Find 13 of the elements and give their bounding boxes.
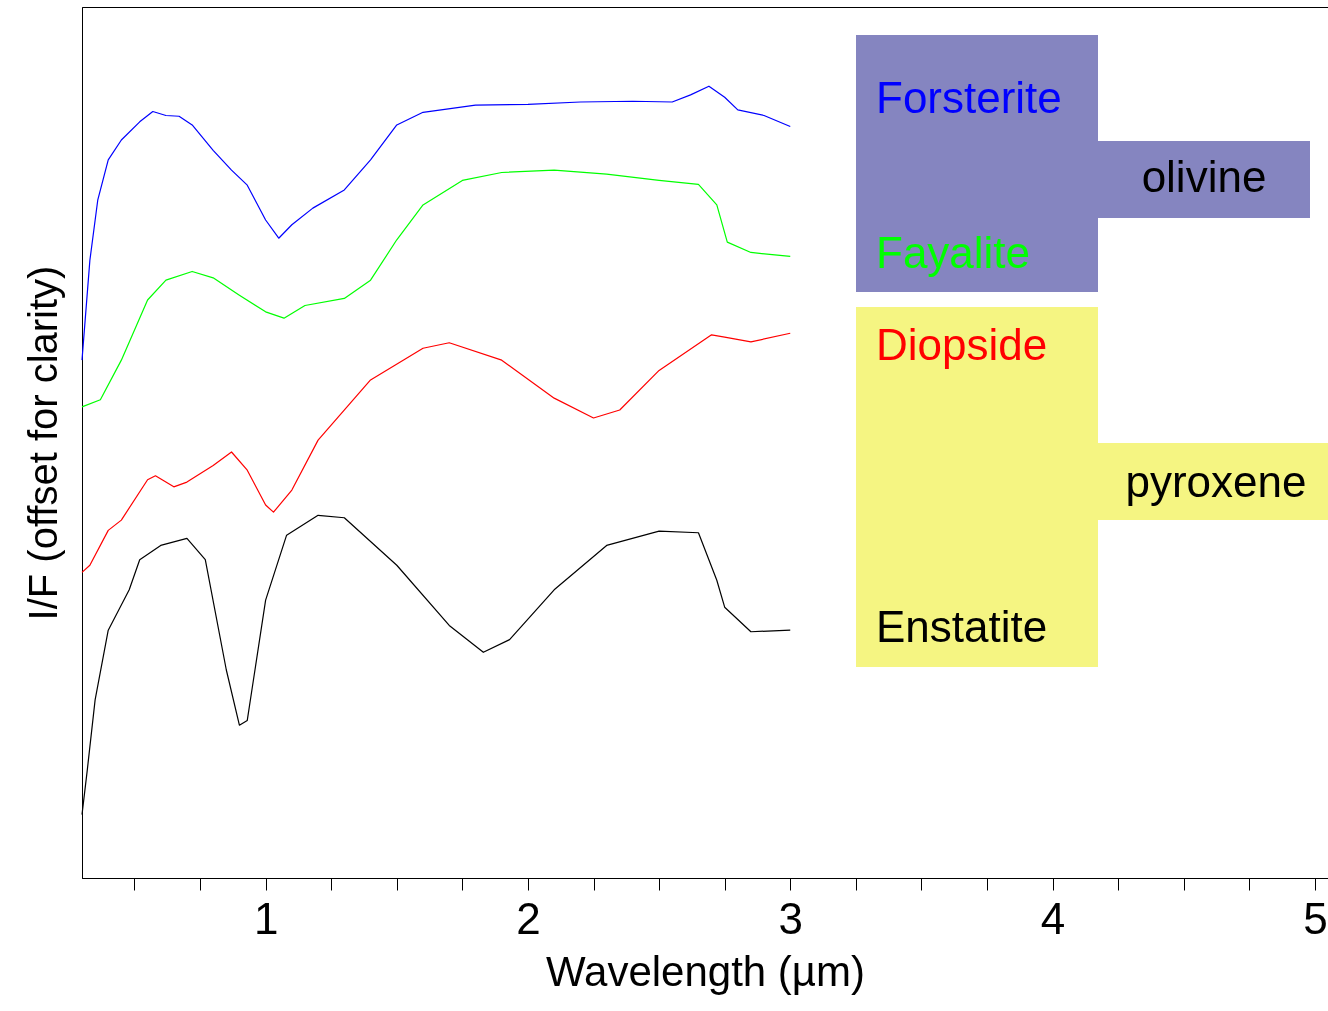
x-tick-label: 3 <box>778 893 803 943</box>
series-label: Diopside <box>876 320 1048 369</box>
x-tick-label: 4 <box>1040 893 1066 943</box>
y-axis-title: I/F (offset for clarity) <box>20 265 65 621</box>
annotation: olivine <box>1141 152 1267 201</box>
series-label: Forsterite <box>876 73 1062 122</box>
x-tick-label: 2 <box>516 893 541 943</box>
x-tick-label: 5 <box>1303 893 1328 943</box>
x-axis-title: Wavelength (µm) <box>545 947 866 995</box>
series-label: Enstatite <box>876 602 1048 651</box>
annotation: pyroxene <box>1125 457 1307 506</box>
series-label: Fayalite <box>876 228 1031 277</box>
x-tick-label: 1 <box>253 893 279 943</box>
